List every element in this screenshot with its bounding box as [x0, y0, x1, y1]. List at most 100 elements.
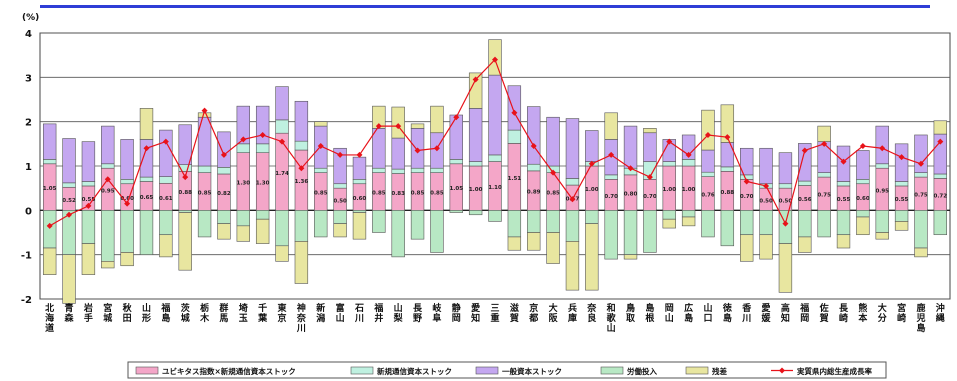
growth-rate-point — [66, 211, 73, 218]
bar-segment-2-16 — [352, 156, 367, 180]
bar-segment-3-14 — [314, 210, 328, 238]
growth-rate-point — [46, 222, 53, 229]
data-label: 1.05 — [449, 186, 463, 192]
bar-segment-2-18 — [391, 137, 405, 170]
x-tick-label: 秋田 — [122, 302, 133, 324]
y-tick-label: 2 — [25, 118, 32, 129]
bar-segment-3-17 — [372, 210, 386, 233]
bar-segment-2-23 — [488, 74, 502, 156]
bar-segment-4-38 — [778, 243, 793, 293]
legend-label-2: 一般資本ストック — [502, 366, 562, 376]
bar-segment-4-37 — [759, 234, 773, 260]
bar-segment-3-6 — [159, 210, 173, 236]
bar-segment-3-12 — [275, 210, 289, 247]
y-tick-label: 0 — [25, 206, 32, 217]
growth-rate-point — [453, 114, 460, 121]
legend-label-4: 残差 — [712, 366, 727, 376]
legend-swatch-4 — [685, 366, 709, 375]
bar-segment-4-15 — [333, 223, 347, 238]
x-tick-label: 熊本 — [858, 302, 868, 324]
x-tick-label: 東京 — [278, 302, 287, 324]
bar-segment-3-25 — [527, 210, 541, 233]
data-label: 1.00 — [469, 187, 483, 193]
bar-segment-3-20 — [430, 210, 444, 253]
growth-rate-point — [182, 174, 189, 181]
bar-segment-2-15 — [333, 147, 347, 185]
bar-segment-3-5 — [139, 210, 154, 255]
bar-segment-3-28 — [585, 210, 599, 224]
bar-segment-2-39 — [798, 143, 812, 182]
bar-segment-3-9 — [217, 210, 231, 224]
bar-segment-3-32 — [662, 210, 676, 220]
bar-segment-4-28 — [585, 223, 599, 291]
y-tick-label: -2 — [21, 295, 32, 306]
bar-segment-2-24 — [507, 85, 522, 131]
x-tick-label: 京都 — [528, 302, 538, 324]
bar-segment-1-3 — [101, 163, 115, 169]
x-tick-label: 和歌山 — [606, 302, 617, 334]
bar-segment-4-31 — [643, 128, 657, 134]
growth-rate-point — [85, 202, 92, 209]
bar-segment-1-44 — [894, 181, 909, 187]
bar-segment-2-34 — [701, 149, 715, 173]
growth-rate-point — [840, 158, 847, 165]
bar-segment-4-6 — [159, 234, 173, 258]
bar-segment-4-5 — [139, 108, 154, 140]
data-label: 0.70 — [643, 194, 657, 200]
data-label: 1.00 — [585, 187, 599, 193]
bar-segment-1-13 — [294, 140, 309, 151]
x-tick-label: 岩手 — [83, 302, 93, 324]
x-tick-label: 大阪 — [549, 302, 559, 324]
bar-segment-4-4 — [120, 252, 134, 267]
legend-swatch-3 — [600, 366, 624, 375]
bar-segment-2-30 — [623, 125, 638, 169]
growth-rate-point — [259, 131, 266, 138]
bar-segment-3-23 — [488, 210, 502, 222]
y-unit-label: (%) — [22, 13, 39, 23]
bar-segment-4-20 — [430, 105, 444, 134]
bar-segment-1-6 — [159, 176, 173, 184]
x-tick-label: 神奈川 — [296, 302, 307, 334]
bar-segment-4-46 — [933, 120, 948, 135]
bar-segment-1-25 — [527, 163, 541, 172]
data-label: 0.60 — [120, 196, 134, 202]
bar-segment-2-21 — [449, 114, 463, 160]
x-tick-label: 兵庫 — [568, 302, 577, 324]
bar-segment-3-31 — [643, 210, 657, 253]
bar-segment-4-44 — [894, 221, 909, 231]
bar-segment-3-7 — [178, 210, 192, 213]
bar-segment-2-22 — [468, 108, 483, 162]
bar-segment-1-41 — [836, 181, 851, 187]
bar-segment-4-30 — [623, 254, 638, 260]
bar-segment-1-39 — [798, 180, 812, 186]
bar-segment-1-42 — [856, 179, 870, 185]
bar-segment-3-41 — [836, 210, 851, 236]
bar-segment-1-16 — [352, 179, 367, 185]
data-label: 0.50 — [333, 198, 347, 204]
bar-segment-1-11 — [255, 143, 270, 153]
bar-segment-3-30 — [623, 210, 638, 255]
bar-segment-1-34 — [701, 171, 715, 177]
x-tick-label: 奈良 — [586, 302, 597, 324]
bar-segment-1-40 — [817, 172, 831, 178]
bar-segment-1-8 — [197, 165, 212, 173]
growth-rate-point — [240, 136, 247, 143]
data-label: 0.60 — [353, 196, 367, 202]
bar-segment-2-5 — [139, 139, 154, 178]
bar-segment-3-18 — [391, 210, 405, 258]
growth-rate-point — [801, 147, 808, 154]
data-label: 0.72 — [934, 193, 948, 199]
bar-segment-1-21 — [449, 159, 463, 165]
bar-segment-4-12 — [275, 245, 289, 262]
growth-rate-point — [337, 151, 344, 158]
data-label: 0.52 — [62, 198, 76, 204]
growth-rate-point — [782, 220, 789, 227]
x-tick-label: 山梨 — [393, 302, 404, 324]
growth-rate-point — [550, 169, 557, 176]
growth-rate-point — [433, 145, 440, 152]
growth-rate-point — [898, 154, 905, 161]
x-tick-label: 静岡 — [452, 302, 461, 324]
growth-rate-point — [627, 165, 634, 172]
data-label: 0.60 — [856, 196, 870, 202]
bar-segment-1-35 — [720, 166, 735, 172]
